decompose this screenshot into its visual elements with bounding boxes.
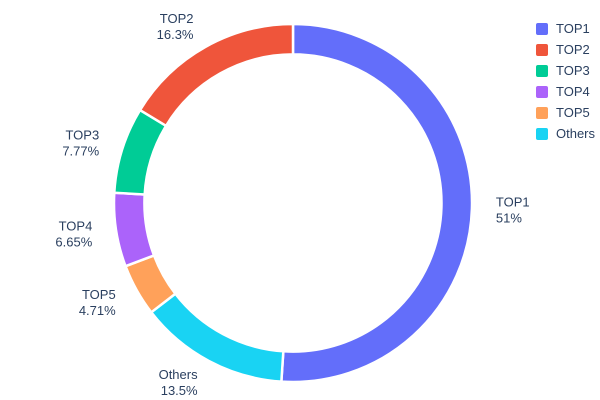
legend-swatch-icon [536, 23, 548, 35]
legend-item-others[interactable]: Others [536, 127, 595, 141]
legend-item-top2[interactable]: TOP2 [536, 43, 595, 57]
legend-label: TOP3 [556, 63, 590, 78]
legend-item-top4[interactable]: TOP4 [536, 85, 595, 99]
legend-label: TOP4 [556, 84, 590, 99]
legend-swatch-icon [536, 107, 548, 119]
slice-label-top1: TOP1 51% [496, 195, 530, 226]
legend-swatch-icon [536, 65, 548, 77]
legend-label: Others [556, 126, 596, 141]
legend-item-top5[interactable]: TOP5 [536, 106, 595, 120]
pie-slice-top2[interactable] [138, 22, 295, 128]
legend-label: TOP2 [556, 42, 590, 57]
slice-label-others: Others 13.5% [159, 367, 199, 398]
slice-label-top2: TOP2 16.3% [157, 11, 194, 42]
pie-slice-top1[interactable] [280, 22, 474, 384]
slice-label-top3: TOP3 7.77% [62, 128, 99, 159]
legend-label: TOP1 [556, 21, 590, 36]
legend-swatch-icon [536, 128, 548, 140]
legend-swatch-icon [536, 44, 548, 56]
slice-label-top4: TOP4 6.65% [55, 219, 92, 250]
legend-item-top3[interactable]: TOP3 [536, 64, 595, 78]
pie-slice-top4[interactable] [112, 191, 156, 268]
slice-label-top5: TOP5 4.71% [79, 287, 116, 318]
legend-swatch-icon [536, 86, 548, 98]
legend-label: TOP5 [556, 105, 590, 120]
pie-slice-top3[interactable] [113, 108, 168, 196]
legend-item-top1[interactable]: TOP1 [536, 22, 595, 36]
legend: TOP1 TOP2 TOP3 TOP4 TOP5 Others [536, 22, 595, 141]
